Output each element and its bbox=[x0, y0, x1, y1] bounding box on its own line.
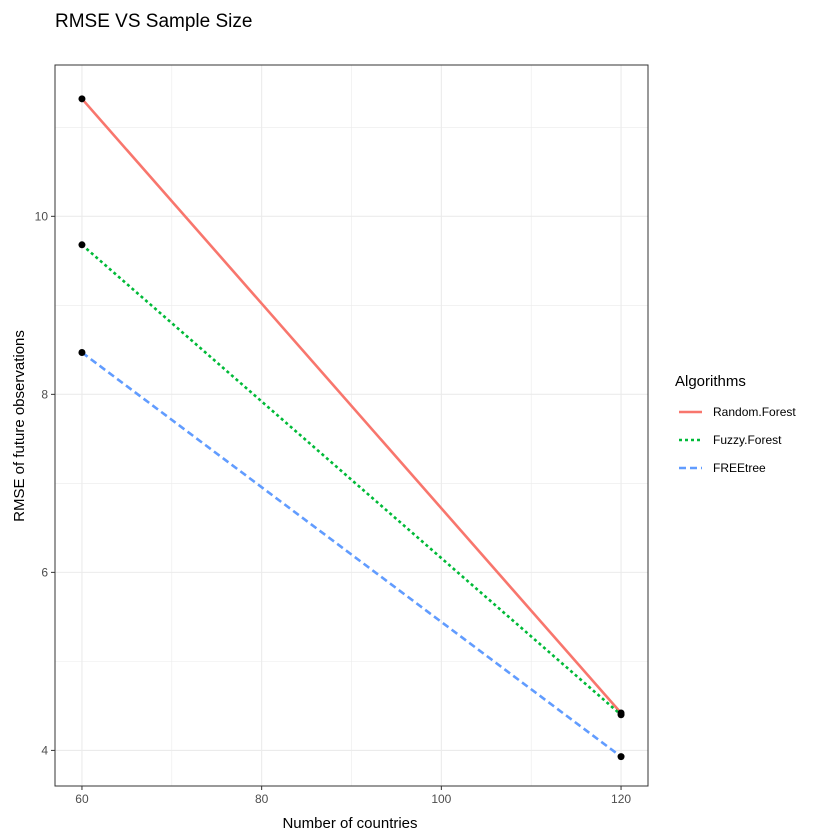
data-point bbox=[78, 241, 86, 249]
data-point bbox=[617, 753, 625, 761]
series-line-fuzzy-forest bbox=[81, 243, 622, 716]
x-axis-title: Number of countries bbox=[282, 815, 417, 832]
series-line-freetree bbox=[81, 351, 622, 758]
y-tick-label: 6 bbox=[41, 565, 48, 579]
x-tick-label: 60 bbox=[75, 792, 89, 806]
plot-panel-border bbox=[54, 64, 649, 787]
legend-label: Random.Forest bbox=[713, 405, 796, 419]
minor-gridlines bbox=[55, 65, 648, 786]
legend-label: Fuzzy.Forest bbox=[713, 433, 782, 447]
legend: Algorithms Random.Forest Fuzzy.Forest FREE… bbox=[675, 373, 796, 475]
x-axis-ticks: 60 80 100 120 bbox=[75, 786, 631, 806]
y-tick-label: 4 bbox=[41, 743, 48, 757]
y-tick-label: 8 bbox=[41, 387, 48, 401]
data-point bbox=[617, 711, 625, 719]
legend-title: Algorithms bbox=[675, 373, 746, 390]
y-axis-title: RMSE of future observations bbox=[11, 330, 28, 522]
series-line-random-forest bbox=[80, 97, 623, 714]
data-point bbox=[78, 95, 86, 103]
y-axis-ticks: 4 6 8 10 bbox=[35, 209, 55, 757]
x-tick-label: 100 bbox=[431, 792, 451, 806]
legend-label: FREEtree bbox=[713, 461, 766, 475]
chart-title: RMSE VS Sample Size bbox=[55, 11, 252, 32]
data-point bbox=[78, 349, 86, 357]
y-tick-label: 10 bbox=[35, 209, 49, 223]
major-gridlines bbox=[55, 65, 648, 786]
x-tick-label: 80 bbox=[255, 792, 269, 806]
series-lines bbox=[80, 97, 623, 758]
x-tick-label: 120 bbox=[611, 792, 631, 806]
data-points bbox=[78, 95, 625, 761]
